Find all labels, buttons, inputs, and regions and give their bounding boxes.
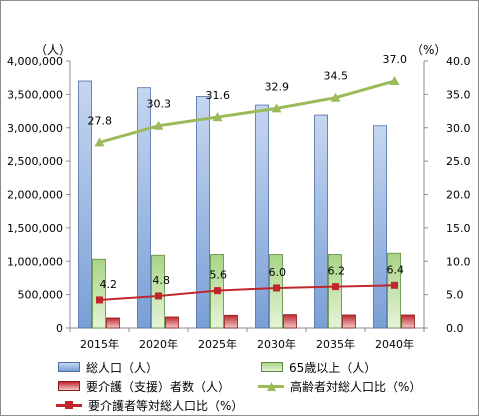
right-axis-tick-label: 35.0	[446, 88, 471, 101]
left-axis-tick-label: 2,500,000	[7, 155, 63, 168]
left-axis-tick-label: 4,000,000	[7, 55, 63, 68]
right-axis-tick-label: 40.0	[446, 55, 471, 68]
bar-care-count	[342, 314, 356, 329]
bar-total-population	[255, 104, 269, 329]
legend-label-elderly-ratio: 高齢者対総人口比（%）	[290, 379, 422, 394]
data-label-care-ratio: 4.2	[100, 278, 118, 291]
legend-swatch-care-count	[58, 381, 80, 391]
bar-care-count	[165, 316, 179, 329]
marker-care-ratio	[214, 287, 221, 295]
x-axis-tick-label: 2025年	[198, 337, 237, 351]
legend-swatch-elderly-ratio	[258, 381, 284, 391]
legend-item-elderly-ratio: 高齢者対総人口比（%）	[258, 377, 421, 395]
x-axis-tick-label: 2035年	[316, 337, 355, 351]
right-axis-tick-label: 0.0	[446, 322, 464, 335]
marker-elderly-ratio	[153, 120, 164, 130]
x-axis-tick-label: 2020年	[139, 337, 178, 351]
data-label-care-ratio: 6.0	[269, 266, 287, 279]
bar-total-population	[373, 125, 387, 329]
marker-elderly-ratio	[94, 137, 105, 147]
left-axis-tick-label: 500,000	[18, 289, 64, 302]
marker-elderly-ratio	[389, 76, 400, 86]
data-label-elderly-ratio: 30.3	[147, 98, 172, 111]
data-label-care-ratio: 6.2	[328, 265, 346, 278]
marker-elderly-ratio	[212, 112, 223, 122]
left-axis-tick-label: 3,000,000	[7, 122, 63, 135]
data-label-elderly-ratio: 27.8	[88, 114, 113, 127]
right-axis-tick-label: 10.0	[446, 255, 471, 268]
right-axis-unit: （%）	[411, 43, 447, 57]
data-label-care-ratio: 4.8	[153, 274, 171, 287]
bar-care-count	[106, 317, 120, 329]
data-label-elderly-ratio: 31.6	[206, 89, 231, 102]
left-axis-tick-label: 1,000,000	[7, 255, 63, 268]
right-axis-tick-label: 15.0	[446, 222, 471, 235]
bar-total-population	[196, 95, 210, 329]
chart-legend: 総人口（人） 65歳以上（人） 要介護（支援）者数（人） 高齢者対総人口比（%）…	[56, 358, 456, 418]
bar-total-population	[314, 114, 328, 329]
legend-label-total-population: 総人口（人）	[86, 360, 159, 375]
legend-item-care-ratio: 要介護者等対総人口比（%）	[56, 396, 243, 414]
bar-elderly	[151, 254, 165, 329]
right-axis-tick-label: 5.0	[446, 289, 464, 302]
right-axis-tick-label: 25.0	[446, 155, 471, 168]
left-axis-tick-label: 0	[56, 322, 63, 335]
right-axis-tick-label: 30.0	[446, 122, 471, 135]
legend-swatch-elderly	[261, 362, 283, 372]
bar-elderly	[92, 258, 106, 329]
data-label-elderly-ratio: 34.5	[324, 70, 349, 83]
bar-care-count	[401, 314, 415, 329]
x-axis-tick-label: 2030年	[257, 337, 296, 351]
bar-total-population	[78, 80, 92, 329]
left-axis-unit: （人）	[35, 43, 72, 57]
left-axis-tick-label: 1,500,000	[7, 222, 63, 235]
marker-care-ratio	[155, 292, 162, 300]
left-axis-tick-label: 2,000,000	[7, 189, 63, 202]
marker-care-ratio	[273, 284, 280, 292]
legend-label-care-ratio: 要介護者等対総人口比（%）	[88, 398, 244, 413]
marker-elderly-ratio	[330, 92, 341, 102]
bar-elderly	[387, 252, 401, 329]
legend-swatch-total-population	[58, 362, 80, 372]
bar-care-count	[283, 314, 297, 329]
line-care-ratio	[99, 284, 395, 301]
data-label-care-ratio: 6.4	[387, 263, 405, 276]
right-axis-tick-label: 20.0	[446, 189, 471, 202]
marker-care-ratio	[332, 283, 339, 291]
bar-total-population	[137, 87, 151, 329]
marker-care-ratio	[391, 281, 398, 289]
x-axis-tick-label: 2015年	[80, 337, 119, 351]
legend-item-total-population: 総人口（人）	[58, 358, 158, 376]
data-label-elderly-ratio: 32.9	[265, 80, 290, 93]
legend-item-elderly: 65歳以上（人）	[261, 358, 376, 376]
marker-care-ratio	[96, 296, 103, 304]
marker-elderly-ratio	[271, 103, 282, 113]
legend-label-care-count: 要介護（支援）者数（人）	[86, 379, 231, 394]
bar-elderly	[328, 254, 342, 329]
bar-care-count	[224, 314, 238, 329]
legend-swatch-care-ratio	[56, 400, 82, 410]
line-elderly-ratio	[99, 79, 395, 144]
legend-label-elderly: 65歳以上（人）	[289, 360, 377, 375]
left-axis-tick-label: 3,500,000	[7, 88, 63, 101]
x-axis-tick-label: 2040年	[375, 337, 414, 351]
legend-item-care-count: 要介護（支援）者数（人）	[58, 377, 230, 395]
data-label-elderly-ratio: 37.0	[383, 53, 408, 66]
data-label-care-ratio: 5.6	[210, 269, 228, 282]
